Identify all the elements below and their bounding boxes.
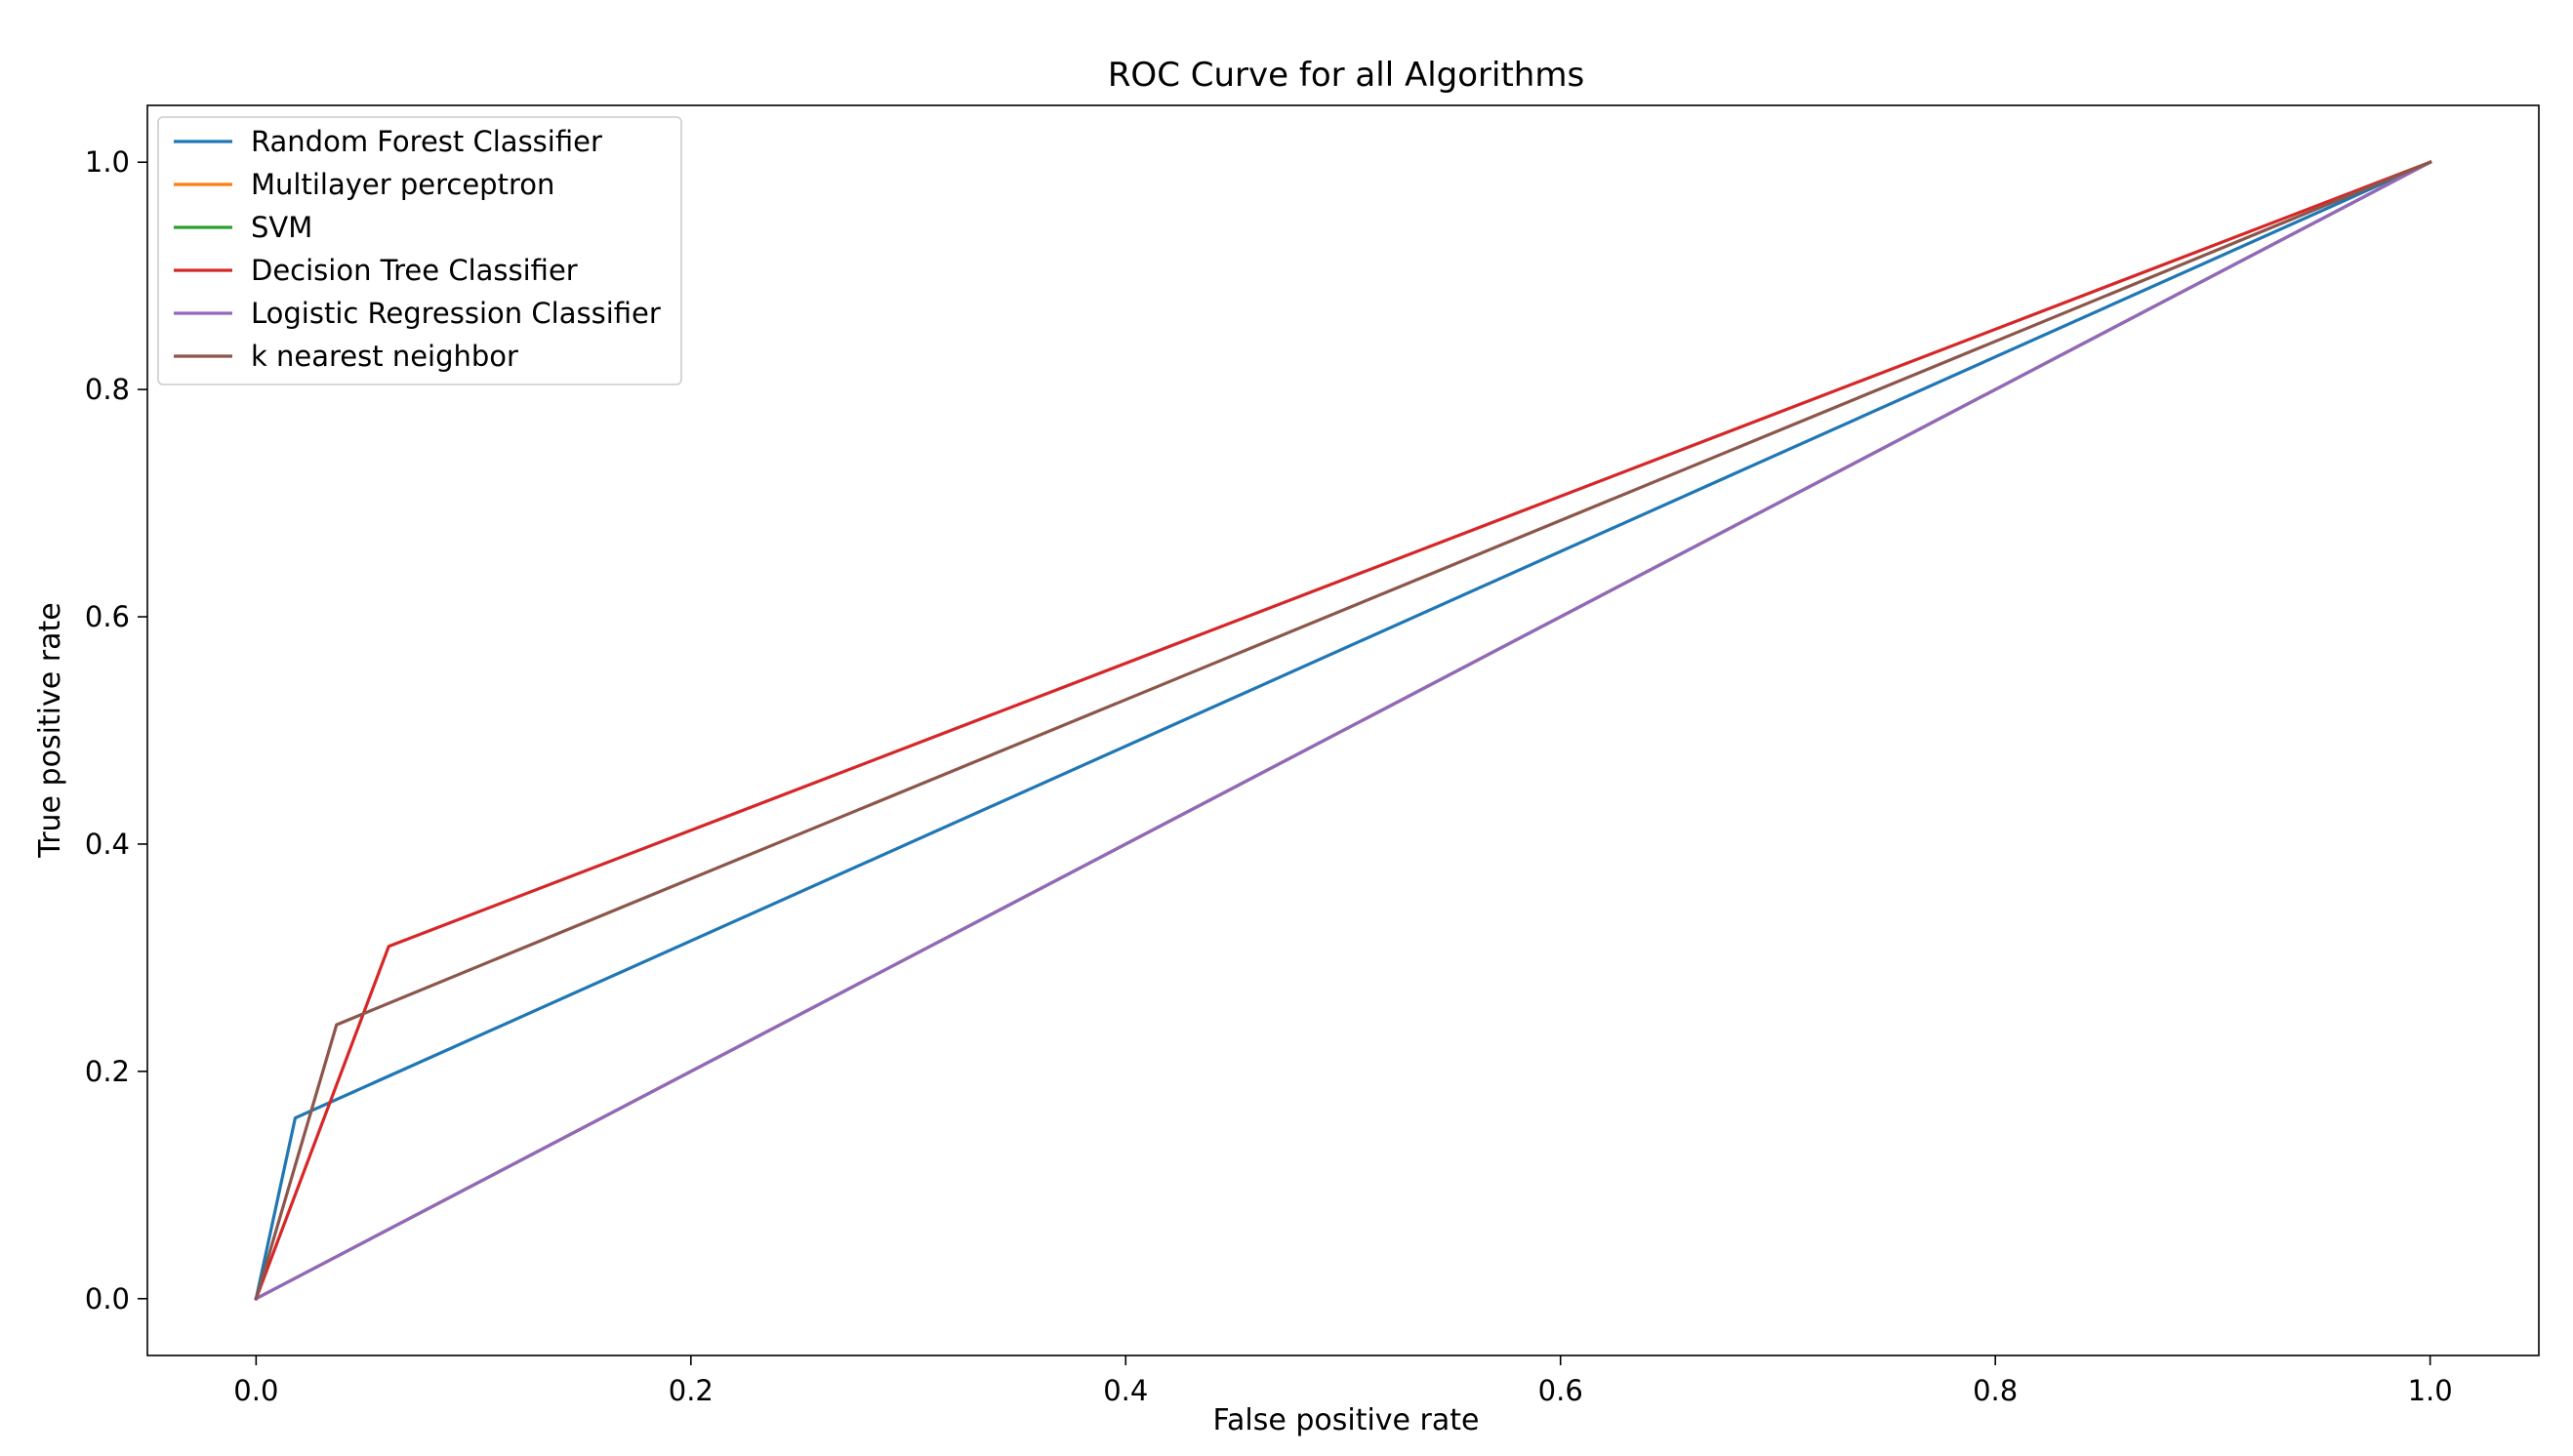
x-axis-label: False positive rate bbox=[1213, 1403, 1480, 1437]
chart-title: ROC Curve for all Algorithms bbox=[1108, 56, 1584, 95]
x-axis-ticks: 0.0 0.2 0.4 0.6 0.8 1.0 bbox=[233, 1355, 2453, 1407]
plot-frame bbox=[146, 104, 2540, 1356]
x-tick-label: 0.2 bbox=[669, 1374, 714, 1407]
legend-label-random-forest-classifier: Random Forest Classifier bbox=[251, 125, 602, 158]
x-tick-label: 0.4 bbox=[1103, 1374, 1148, 1407]
legend-label-svm: SVM bbox=[251, 211, 312, 244]
legend-label-k-nearest-neighbor: k nearest neighbor bbox=[251, 340, 518, 373]
series-layer bbox=[254, 160, 2432, 1301]
legend-box bbox=[157, 116, 682, 385]
legend-label-multilayer-perceptron: Multilayer perceptron bbox=[251, 168, 554, 201]
legend-label-logistic-regression-classifier: Logistic Regression Classifier bbox=[251, 297, 661, 330]
y-tick-label: 0.4 bbox=[85, 828, 130, 861]
x-tick-label: 0.6 bbox=[1538, 1374, 1583, 1407]
x-tick-label: 0.8 bbox=[1973, 1374, 2018, 1407]
y-tick-label: 0.2 bbox=[85, 1055, 130, 1088]
y-axis-label: True positive rate bbox=[33, 602, 67, 858]
series-line-random-forest-classifier bbox=[254, 160, 2432, 1301]
y-tick-label: 0.0 bbox=[85, 1282, 130, 1315]
y-tick-label: 0.6 bbox=[85, 600, 130, 633]
series-line-k-nearest-neighbor bbox=[254, 160, 2432, 1301]
series-line-logistic-regression-classifier bbox=[254, 160, 2432, 1301]
y-tick-label: 0.8 bbox=[85, 373, 130, 406]
x-tick-label: 1.0 bbox=[2408, 1374, 2453, 1407]
legend: Random Forest Classifier Multilayer perce… bbox=[157, 116, 682, 385]
y-axis-ticks: 0.0 0.2 0.4 0.6 0.8 1.0 bbox=[85, 145, 147, 1315]
y-tick-label: 1.0 bbox=[85, 145, 130, 179]
series-line-decision-tree-classifier bbox=[254, 160, 2432, 1301]
x-tick-label: 0.0 bbox=[233, 1374, 278, 1407]
legend-label-decision-tree-classifier: Decision Tree Classifier bbox=[251, 254, 578, 287]
